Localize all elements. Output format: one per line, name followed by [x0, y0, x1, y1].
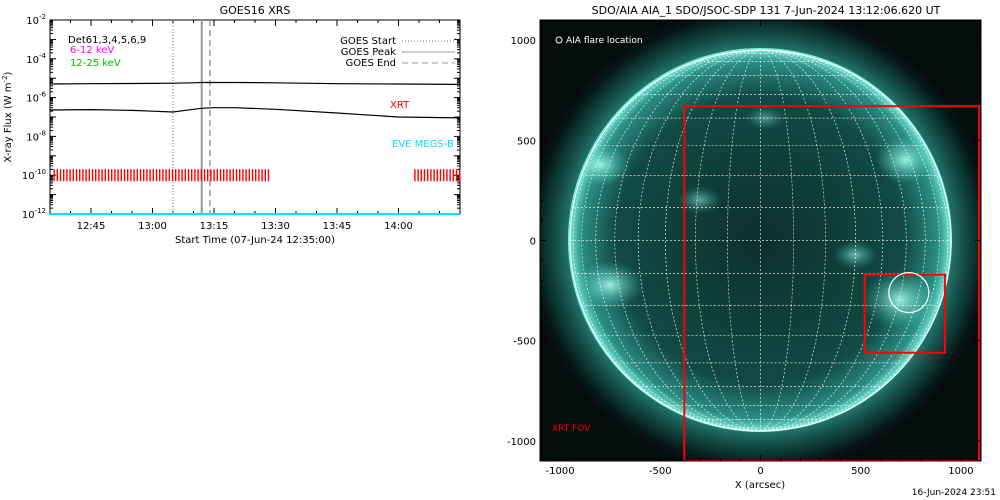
- y-tick-label: 10-12: [22, 207, 46, 221]
- active-region: [678, 186, 722, 214]
- aia-x-tick-label: -500: [649, 466, 672, 477]
- goes-x-axis: 12:45 13:00 13:15 13:30 13:45 14:00: [49, 20, 461, 232]
- aia-image: [540, 20, 981, 461]
- aia-x-tick-label: 0: [757, 466, 763, 477]
- longitude-line: [695, 49, 761, 432]
- aia-y-tick-label: 500: [517, 136, 536, 147]
- legend-goes-end: GOES End: [346, 58, 396, 69]
- longitude-line: [760, 49, 857, 432]
- x-tick-label: 13:45: [323, 221, 352, 232]
- y-tick-label: 10-10: [22, 168, 46, 182]
- y-tick-label: 10-8: [26, 129, 46, 143]
- longitude-line: [760, 49, 940, 432]
- active-region: [833, 241, 877, 269]
- aia-image-panel: SDO/AIA AIA_1 SDO/JSOC-SDP 131 7-Jun-202…: [507, 4, 982, 491]
- goes-series-group: [49, 81, 461, 215]
- active-region: [875, 136, 935, 184]
- longitude-line: [581, 49, 761, 432]
- aia-y-tick-label: 1000: [511, 36, 536, 47]
- active-region: [745, 106, 785, 130]
- x-tick-label: 13:30: [261, 221, 290, 232]
- flux-series-line-1: [49, 81, 461, 85]
- x-tick-label: 14:00: [384, 221, 413, 232]
- aia-x-tick-label: 1000: [948, 466, 973, 477]
- longitude-line: [760, 49, 907, 432]
- longitude-line: [760, 49, 884, 432]
- eve-label: EVE MEGS-B: [392, 139, 454, 150]
- det-label: Det61,3,4,5,6,9: [68, 35, 146, 46]
- longitude-line: [760, 49, 794, 432]
- longitude-line: [760, 49, 826, 432]
- y-tick-label: 10-2: [26, 13, 46, 27]
- goes-y-axis: 10-2 10-4 10-6 10-8 10-10 10-12: [22, 13, 460, 221]
- heliographic-grid: [569, 49, 952, 432]
- aia-x-tick-label: 500: [851, 466, 870, 477]
- y-tick-label: 10-6: [26, 91, 46, 105]
- y-tick-label: 10-4: [26, 52, 46, 66]
- longitude-line: [727, 49, 761, 432]
- active-region: [862, 270, 938, 330]
- aia-flare-location-marker: [888, 272, 930, 314]
- goes-ylabel: X-ray Flux (W m-2): [1, 71, 14, 162]
- limb-circle: [569, 49, 952, 432]
- active-region: [576, 261, 644, 309]
- aia-xlabel: X (arcsec): [735, 480, 785, 491]
- legend-12-25: 12-25 keV: [70, 58, 121, 69]
- longitude-line: [572, 49, 761, 432]
- xrt-coverage-marks: [53, 169, 461, 182]
- x-tick-label: 13:15: [200, 221, 229, 232]
- legend-6-12: 6-12 keV: [70, 45, 114, 56]
- footer-timestamp: 16-Jun-2024 23:51: [911, 488, 996, 498]
- aia-y-tick-label: -500: [513, 337, 536, 348]
- goes-title: GOES16 XRS: [220, 4, 291, 17]
- longitude-line: [760, 49, 949, 432]
- longitude-line: [664, 49, 761, 432]
- longitude-line: [637, 49, 761, 432]
- flare-legend-text: AIA flare location: [566, 36, 643, 46]
- goes-xrs-chart: GOES16 XRS X-ray Flux (W m-2) Start Time…: [1, 4, 461, 246]
- aia-axes: -1000 -500 0 500 1000 1000 500 0 -500 -1000: [507, 20, 981, 477]
- flare-legend-symbol: [555, 36, 563, 44]
- legend-goes-peak: GOES Peak: [341, 47, 396, 58]
- aia-title: SDO/AIA AIA_1 SDO/JSOC-SDP 131 7-Jun-202…: [592, 4, 941, 17]
- aia-x-tick-label: -1000: [546, 466, 575, 477]
- aia-y-tick-label: -1000: [507, 437, 536, 448]
- longitude-line: [614, 49, 761, 432]
- flux-series-line-2: [49, 107, 461, 119]
- x-tick-label: 12:45: [77, 221, 106, 232]
- flare-zoom-box: [863, 273, 946, 354]
- xrt-label: XRT: [390, 100, 410, 111]
- goes-xlabel: Start Time (07-Jun-24 12:35:00): [175, 235, 335, 246]
- xrt-fov-label: XRT FOV: [552, 424, 591, 434]
- legend-goes-start: GOES Start: [340, 36, 396, 47]
- x-tick-label: 13:00: [138, 221, 167, 232]
- aia-y-tick-label: 0: [530, 237, 536, 248]
